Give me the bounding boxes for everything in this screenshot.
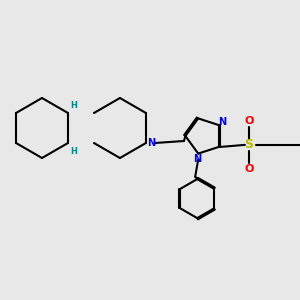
Text: H: H [70, 100, 77, 109]
Text: N: N [147, 138, 155, 148]
Text: O: O [244, 164, 254, 174]
Text: S: S [244, 138, 253, 152]
Text: N: N [193, 154, 201, 164]
Text: H: H [70, 146, 77, 155]
Text: N: N [218, 117, 226, 127]
Text: O: O [244, 116, 254, 126]
